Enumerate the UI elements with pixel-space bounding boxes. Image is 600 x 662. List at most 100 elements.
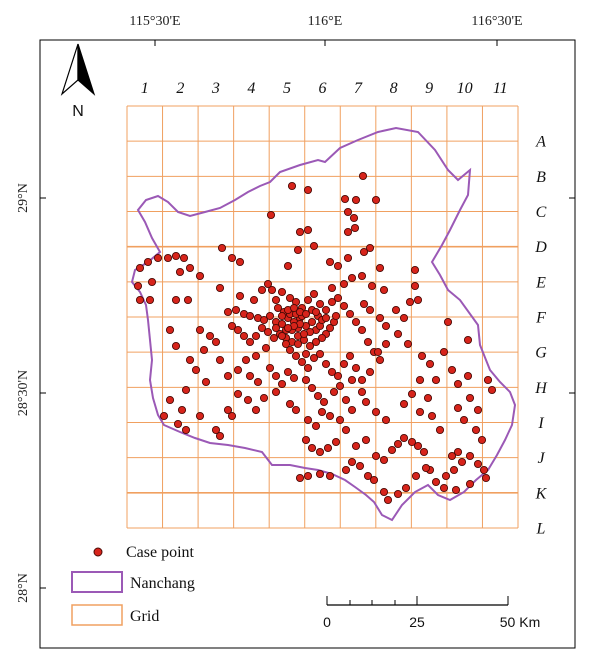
case-point [267,285,277,295]
case-point [185,355,195,365]
grid-column-label: 4 [247,80,255,97]
grid-row-label: H [534,380,548,397]
case-point [359,299,369,309]
lon-label-2: 116°E [308,14,343,29]
case-point [303,471,313,481]
case-point [439,483,449,493]
case-point [261,343,271,353]
case-point [333,371,343,381]
case-point [215,355,225,365]
case-point [383,495,393,505]
case-point [277,287,287,297]
grid-row-label: I [537,415,544,432]
latitude-axis: 29°N 28°30'N 28°N [16,183,575,603]
case-point [357,271,367,281]
case-point [223,405,233,415]
case-point [173,419,183,429]
case-point [447,451,457,461]
case-point [375,355,385,365]
case-point [285,345,295,355]
legend-case-point-label: Case point [126,544,195,561]
grid-column-label: 7 [354,80,363,97]
case-point [371,451,381,461]
case-point [271,323,281,333]
case-point [331,311,341,321]
case-point [387,445,397,455]
case-point [263,279,273,289]
case-point [307,317,317,327]
case-point [245,337,255,347]
case-point [133,281,143,291]
case-point [175,267,185,277]
case-point [443,317,453,327]
map-frame [39,39,576,649]
case-point [351,195,361,205]
case-point [340,194,350,204]
case-point [303,363,313,373]
case-point [211,337,221,347]
case-point [325,257,335,267]
case-point [417,351,427,361]
grid-column-label: 3 [211,80,220,97]
case-point [381,415,391,425]
case-point [361,397,371,407]
case-point [453,447,463,457]
scale-label-0: 0 [323,614,331,630]
case-point [401,483,411,493]
case-point [265,311,275,321]
lat-label-3: 28°N [16,573,31,603]
case-point [473,459,483,469]
case-point [315,447,325,457]
case-point [283,367,293,377]
case-point [329,387,339,397]
case-point [465,479,475,489]
case-point [321,359,331,369]
case-point [321,313,331,323]
case-point [359,247,369,257]
case-point [301,349,311,359]
case-point [365,367,375,377]
grid-column-label: 10 [457,80,473,97]
grid-row-label: K [535,485,548,502]
case-point [195,411,205,421]
north-arrow-icon: N [60,43,96,120]
case-point [339,301,349,311]
lat-label-1: 29°N [16,183,31,213]
case-point [301,435,311,445]
grid-column-label: 2 [176,80,184,97]
case-point [303,225,313,235]
case-point [199,345,209,355]
grid-column-labels: 1 2 3 4 5 6 7 8 9 10 11 [141,80,508,97]
case-point [195,271,205,281]
case-point [473,405,483,415]
case-point [231,305,241,315]
north-label: N [72,103,84,120]
case-point [135,263,145,273]
case-point [319,397,329,407]
case-point [463,335,473,345]
case-point [313,391,323,401]
case-point [410,281,420,291]
case-point [435,425,445,435]
case-point [269,333,279,343]
case-point [379,285,389,295]
case-point [233,365,243,375]
case-point [365,243,375,253]
case-point [271,371,281,381]
case-point [285,399,295,409]
case-point [171,251,181,261]
case-point [147,277,157,287]
case-point [345,351,355,361]
case-point [347,457,357,467]
case-point [287,181,297,191]
case-point [317,333,327,343]
case-point [465,451,475,461]
case-point [233,389,243,399]
case-point [271,387,281,397]
case-point [185,263,195,273]
case-point [223,307,233,317]
grid-row-labels: A B C D E F G H I J K L [534,134,548,538]
case-point [407,389,417,399]
case-point [303,415,313,425]
